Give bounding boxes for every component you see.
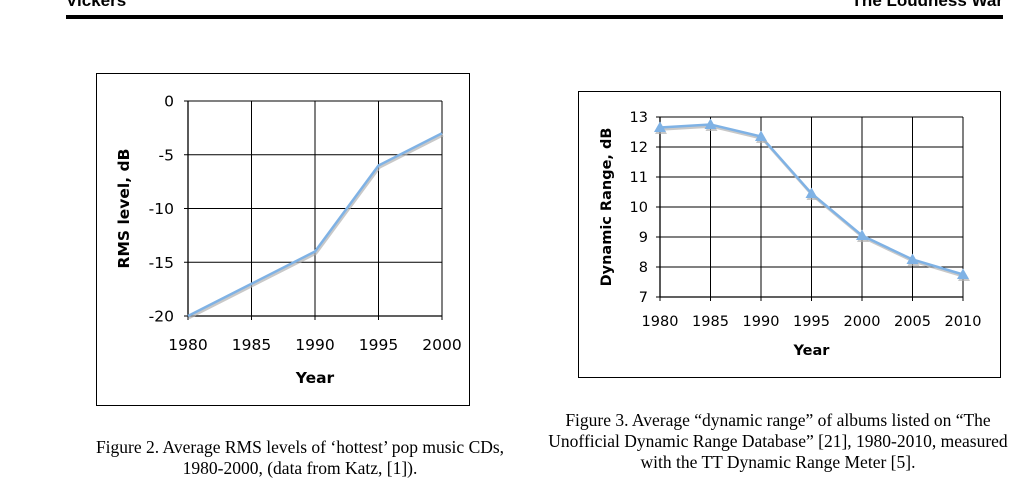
x-axis-title: Year	[793, 343, 831, 359]
y-tick-label: 11	[630, 170, 648, 186]
x-tick-label: 1985	[232, 336, 271, 354]
dynamic-range-chart: 13 12 11 10 9 8 7 1980 1985 1990 1995 2000 2005 2010 Y…	[599, 110, 982, 359]
x-tick-label: 2005	[894, 314, 931, 330]
y-tick-label: -20	[149, 308, 174, 326]
running-header: Vickers The Loudness War	[66, 0, 1003, 18]
data-point	[856, 229, 868, 240]
x-tick-label: 1990	[743, 314, 780, 330]
data-point	[704, 118, 717, 129]
figure-3-caption: Figure 3. Average “dynamic range” of alb…	[548, 410, 1008, 472]
x-tick-label: 1980	[642, 314, 679, 330]
x-tick-label: 2000	[422, 336, 461, 354]
header-author: Vickers	[66, 0, 127, 10]
x-tick-label: 2010	[945, 314, 982, 330]
y-tick-label: 8	[639, 260, 648, 276]
rms-level-chart: 0 -5 -10 -15 -20 1980 1985 1990 1995 2000 Year RMS …	[115, 93, 462, 387]
x-tick-label: 1985	[692, 314, 729, 330]
figure-3-chart: 13 12 11 10 9 8 7 1980 1985 1990 1995 2000 2005 2010 Y…	[578, 91, 1001, 378]
data-point	[906, 253, 919, 264]
series-line-shadow	[188, 134, 444, 320]
x-tick-label: 1995	[359, 336, 398, 354]
y-tick-label: 10	[630, 200, 648, 216]
x-tick-label: 1980	[168, 336, 207, 354]
y-tick-label: 13	[630, 110, 648, 126]
x-tick-label: 2000	[844, 314, 881, 330]
data-point	[957, 268, 969, 279]
x-tick-label: 1995	[793, 314, 830, 330]
y-tick-label: -15	[149, 254, 174, 272]
series-line	[187, 132, 443, 318]
y-tick-label: 12	[630, 140, 648, 156]
header-title: The Loudness War	[851, 0, 1003, 10]
y-tick-label: -5	[159, 146, 174, 164]
y-tick-label: 9	[639, 230, 648, 246]
series-line-shadow	[660, 125, 965, 278]
x-tick-label: 1990	[295, 336, 334, 354]
data-point	[755, 130, 767, 141]
data-point	[654, 121, 666, 132]
y-tick-label: 7	[639, 290, 648, 306]
figure-2-caption: Figure 2. Average RMS levels of ‘hottest…	[95, 437, 505, 478]
data-point	[805, 187, 818, 198]
y-axis-title: RMS level, dB	[115, 149, 133, 269]
header-rule	[66, 15, 1003, 19]
figure-2-chart: 0 -5 -10 -15 -20 1980 1985 1990 1995 2000 Year RMS …	[96, 73, 470, 406]
x-axis-title: Year	[295, 369, 335, 387]
y-tick-label: -10	[149, 200, 174, 218]
y-tick-label: 0	[164, 93, 174, 111]
y-axis-title: Dynamic Range, dB	[599, 128, 615, 287]
